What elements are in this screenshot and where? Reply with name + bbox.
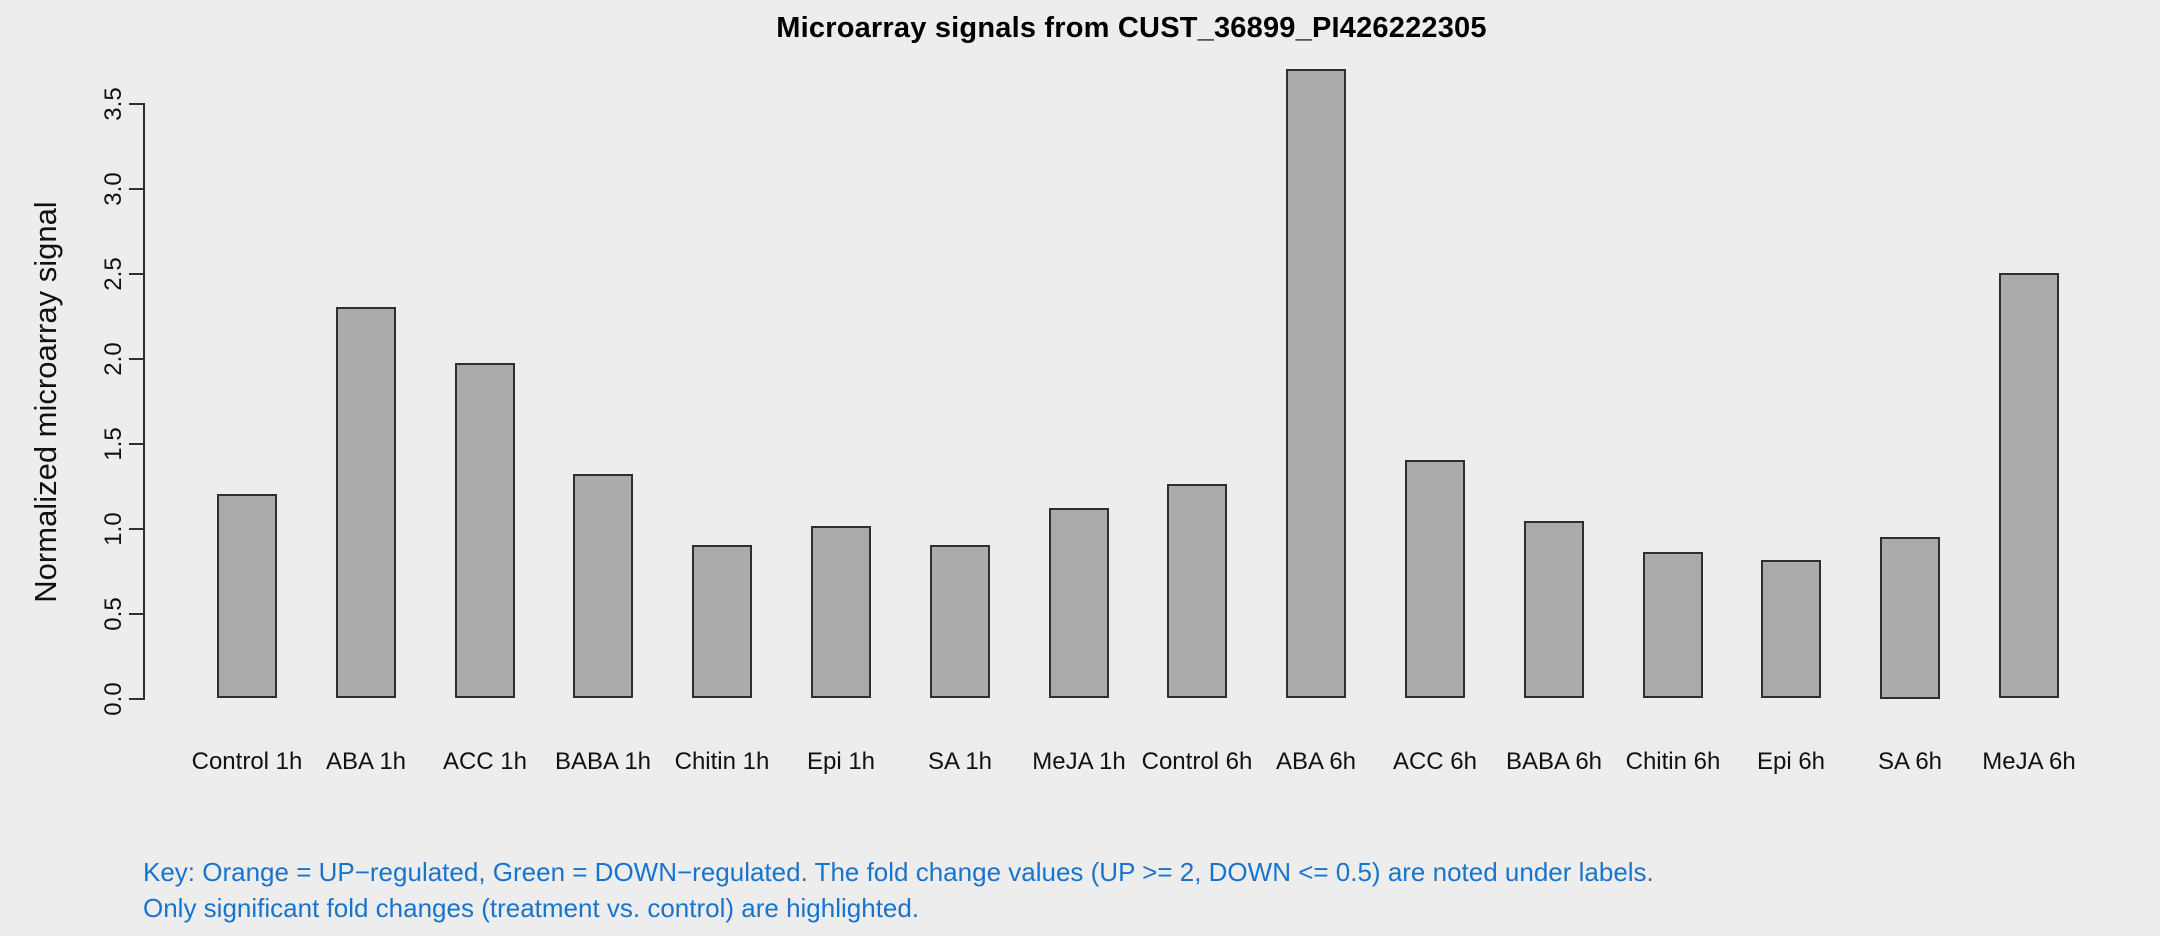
- bar: [336, 307, 396, 698]
- x-axis-tick-label: ABA 6h: [1275, 748, 1357, 775]
- x-axis-tick-label: MeJA 6h: [1982, 748, 2076, 775]
- x-axis-tick-label: BABA 1h: [554, 748, 652, 775]
- y-axis-tick: [129, 358, 143, 360]
- x-axis-tick-label: Chitin 1h: [674, 748, 770, 775]
- y-axis-tick-label: 2.0: [100, 342, 127, 376]
- key-note-line2: Only significant fold changes (treatment…: [143, 893, 920, 923]
- key-note: Key: Orange = UP−regulated, Green = DOWN…: [143, 854, 1654, 926]
- x-axis-tick-label: Epi 6h: [1756, 748, 1826, 775]
- x-axis-tick-label: MeJA 1h: [1032, 748, 1126, 775]
- bar: [1524, 521, 1584, 698]
- y-axis-tick: [129, 528, 143, 530]
- key-note-line1: Key: Orange = UP−regulated, Green = DOWN…: [143, 857, 1654, 887]
- y-axis-label: Normalized microarray signal: [28, 201, 63, 603]
- bar: [455, 363, 515, 698]
- bar: [1880, 537, 1940, 699]
- y-axis-tick-label: 2.5: [100, 257, 127, 291]
- x-axis-tick-label: SA 1h: [927, 748, 993, 775]
- y-axis-line: [143, 103, 145, 700]
- y-axis-tick-label: 3.5: [100, 87, 127, 121]
- y-axis-tick: [129, 103, 143, 105]
- bar: [930, 545, 990, 698]
- y-axis-tick-label: 3.0: [100, 172, 127, 206]
- y-axis-tick-label: 0.0: [100, 682, 127, 716]
- bar: [217, 494, 277, 698]
- y-axis-tick: [129, 698, 143, 700]
- bar: [1643, 552, 1703, 698]
- bar: [692, 545, 752, 698]
- bar: [1761, 560, 1821, 698]
- x-axis-tick-label: Control 6h: [1141, 748, 1253, 775]
- y-axis-tick-label: 0.5: [100, 597, 127, 631]
- y-axis-tick: [129, 273, 143, 275]
- y-axis-tick-label: 1.0: [100, 512, 127, 546]
- chart-title: Microarray signals from CUST_36899_PI426…: [776, 12, 1487, 44]
- bar: [1286, 69, 1346, 698]
- y-axis-tick: [129, 613, 143, 615]
- y-axis-tick: [129, 443, 143, 445]
- bar: [573, 474, 633, 698]
- bar: [1049, 508, 1109, 698]
- x-axis-tick-label: SA 6h: [1877, 748, 1943, 775]
- x-axis-tick-label: ACC 6h: [1392, 748, 1478, 775]
- y-axis-tick: [129, 188, 143, 190]
- y-axis-tick-label: 1.5: [100, 427, 127, 461]
- bar: [1999, 273, 2059, 698]
- x-axis-tick-label: Control 1h: [191, 748, 303, 775]
- bar: [1405, 460, 1465, 698]
- x-axis-tick-label: BABA 6h: [1505, 748, 1603, 775]
- x-axis-tick-label: ABA 1h: [325, 748, 407, 775]
- bar: [1167, 484, 1227, 698]
- x-axis-tick-label: ACC 1h: [442, 748, 528, 775]
- bar: [811, 526, 871, 698]
- x-axis-tick-label: Epi 1h: [806, 748, 876, 775]
- x-axis-tick-label: Chitin 6h: [1625, 748, 1721, 775]
